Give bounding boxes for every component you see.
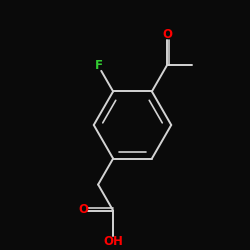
Text: O: O bbox=[162, 28, 172, 41]
Text: OH: OH bbox=[103, 234, 123, 248]
Text: F: F bbox=[95, 59, 103, 72]
Text: O: O bbox=[78, 203, 88, 216]
